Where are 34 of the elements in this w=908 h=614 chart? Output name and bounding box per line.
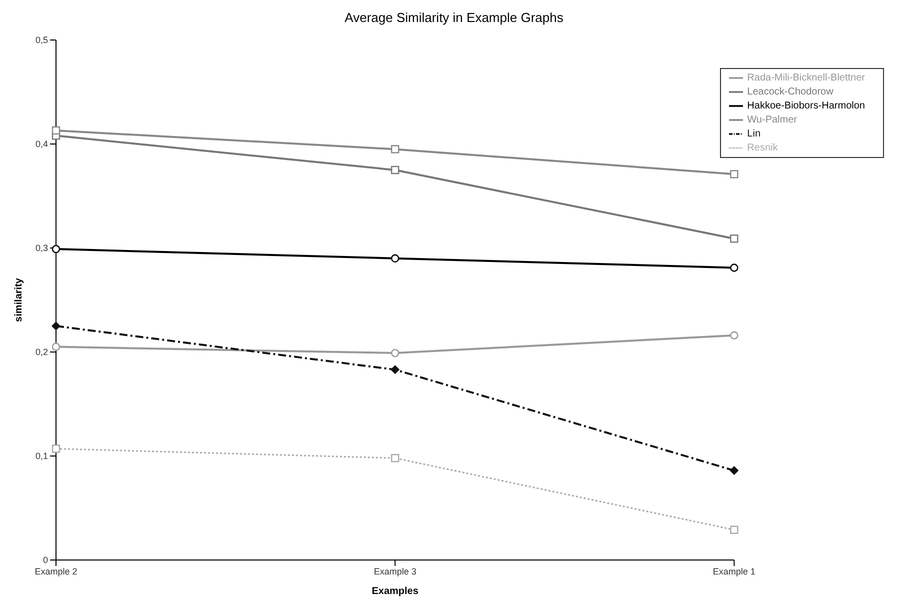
point bbox=[390, 454, 400, 462]
y-tick-label: 0 bbox=[42, 555, 48, 566]
point bbox=[390, 166, 400, 174]
y-axis-title: similarity bbox=[14, 278, 25, 322]
point bbox=[730, 170, 738, 178]
point bbox=[730, 466, 739, 476]
point bbox=[390, 348, 400, 358]
legend-label: Lin bbox=[747, 128, 761, 140]
point bbox=[52, 444, 60, 453]
point bbox=[730, 234, 738, 243]
y-tick-label: 0,2 bbox=[35, 347, 48, 358]
point bbox=[390, 365, 400, 374]
legend-label: Rada-Mili-Bicknell-Blettner bbox=[747, 72, 865, 84]
legend-label: Hakkoe-Biobors-Harmolon bbox=[747, 100, 865, 112]
point bbox=[390, 145, 400, 154]
x-tick-label: Example 1 bbox=[712, 566, 756, 576]
x-tick-label: Example 2 bbox=[34, 566, 78, 576]
y-tick-label: 0,1 bbox=[35, 451, 48, 462]
x-tick-label: Example 3 bbox=[374, 566, 416, 576]
legend-label: Leacock-Chodorow bbox=[747, 86, 834, 98]
y-tick-label: 0,5 bbox=[35, 35, 48, 46]
y-tick-label: 0,4 bbox=[35, 139, 48, 150]
point bbox=[52, 322, 60, 330]
x-axis-title: Examples bbox=[372, 586, 419, 597]
point bbox=[730, 264, 738, 272]
point bbox=[730, 526, 738, 534]
point bbox=[52, 126, 60, 135]
y-tick-label: 0,3 bbox=[35, 243, 48, 254]
point bbox=[730, 331, 738, 340]
legend-label: Resnik bbox=[747, 142, 778, 154]
chart-title: Average Similarity in Example Graphs bbox=[344, 9, 564, 27]
point bbox=[52, 342, 60, 351]
legend-label: Wu-Palmer bbox=[747, 114, 797, 126]
point bbox=[390, 254, 400, 262]
